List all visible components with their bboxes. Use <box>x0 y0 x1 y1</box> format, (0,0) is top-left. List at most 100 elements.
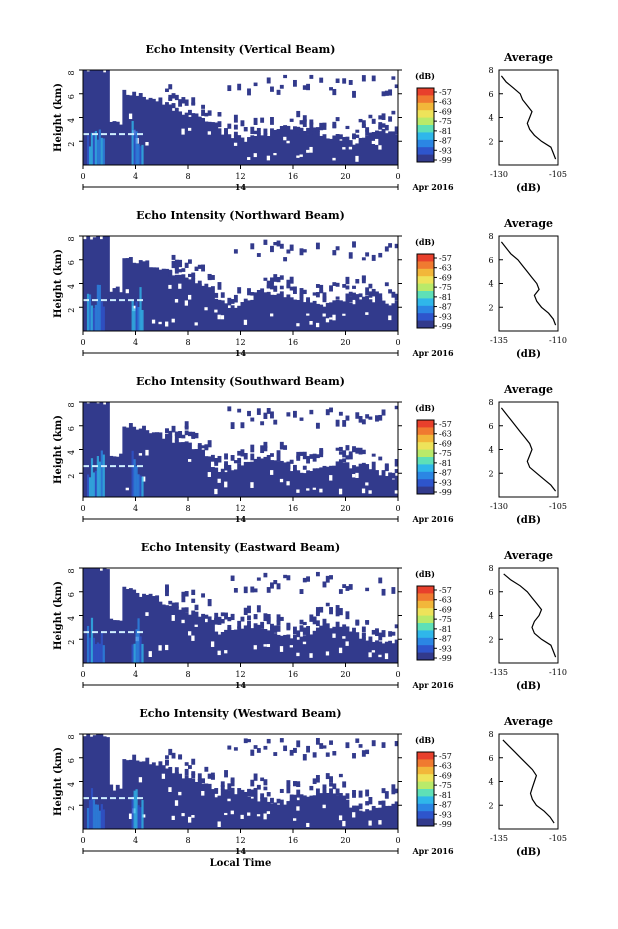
echo-column <box>293 799 297 829</box>
cloud-speckle <box>335 246 340 251</box>
echo-column <box>312 630 317 663</box>
echo-gap <box>240 814 245 819</box>
echo-column <box>270 294 274 331</box>
echo-speckle <box>214 618 219 625</box>
echo-column <box>220 134 225 165</box>
cloud-speckle <box>342 78 347 84</box>
echo-speckle <box>247 788 251 797</box>
echo-speckle <box>174 602 179 609</box>
echo-column <box>92 735 97 829</box>
cloud-speckle <box>273 419 278 425</box>
echo-speckle <box>358 118 363 123</box>
cloud-speckle <box>378 414 383 421</box>
cloud-speckle <box>306 745 311 753</box>
cloud-speckle <box>332 250 337 256</box>
echo-speckle <box>391 110 396 115</box>
echo-speckle <box>260 445 265 454</box>
echo-speckle <box>165 428 169 434</box>
echo-gap <box>191 635 196 641</box>
echo-speckle <box>375 628 379 634</box>
echo-speckle <box>165 588 169 597</box>
colorbar-label: -87 <box>439 635 452 644</box>
echo-column <box>165 605 169 663</box>
echo-speckle <box>319 606 324 613</box>
echo-speckle <box>371 118 376 124</box>
colorbar-label: -99 <box>439 488 452 497</box>
echo-column <box>158 269 163 331</box>
colorbar-swatch <box>417 88 434 96</box>
echo-speckle <box>309 126 314 135</box>
echo-speckle <box>332 282 337 286</box>
colorbar-label: -93 <box>439 478 452 487</box>
echo-column <box>253 458 258 497</box>
echo-speckle <box>207 440 212 448</box>
echo-core <box>133 790 136 829</box>
echo-column <box>128 95 133 165</box>
echo-column <box>299 794 304 829</box>
echo-gap <box>207 131 212 135</box>
echo-column <box>283 462 288 497</box>
echo-speckle <box>338 300 343 304</box>
x-tick-label: 20 <box>340 172 350 181</box>
echo-gap <box>158 321 163 325</box>
cloud-speckle <box>247 739 251 743</box>
echo-column <box>96 236 101 331</box>
echo-speckle <box>256 784 261 790</box>
echo-column <box>365 640 370 663</box>
echo-column <box>315 788 320 829</box>
echo-speckle <box>253 292 258 300</box>
cloud-speckle <box>270 411 274 419</box>
colorbar-label: -81 <box>439 127 452 136</box>
echo-speckle <box>378 641 383 650</box>
echo-column <box>194 781 199 829</box>
echo-gap <box>188 127 192 131</box>
echo-column <box>217 128 222 165</box>
echo-column <box>197 616 202 663</box>
echo-speckle <box>345 276 350 285</box>
average-x-tick-label: -135 <box>490 336 508 345</box>
echo-gap <box>365 482 370 486</box>
echo-column <box>132 262 137 331</box>
echo-speckle <box>322 784 327 788</box>
echo-gap <box>207 472 212 477</box>
echo-core <box>96 456 99 497</box>
echo-speckle <box>233 460 238 464</box>
echo-core <box>133 308 136 331</box>
echo-speckle <box>256 456 261 463</box>
cloud-speckle <box>342 420 347 427</box>
echo-speckle <box>371 629 376 635</box>
echo-core <box>133 129 136 165</box>
echo-column <box>240 792 245 829</box>
echo-column <box>338 303 343 331</box>
echo-column <box>361 462 366 497</box>
echo-column <box>142 261 146 331</box>
echo-column <box>273 633 278 663</box>
echo-speckle <box>174 767 179 775</box>
echo-column <box>348 140 353 165</box>
echo-gap <box>315 322 320 328</box>
echo-speckle <box>312 453 317 462</box>
echo-column <box>145 757 150 829</box>
echo-column <box>237 626 242 663</box>
echo-speckle <box>378 297 383 306</box>
echo-core <box>139 636 142 663</box>
echo-column <box>319 467 324 497</box>
echo-column <box>201 613 206 663</box>
colorbar-swatch <box>417 298 434 307</box>
echo-gap <box>378 145 383 150</box>
echo-speckle <box>250 292 255 296</box>
echo-speckle <box>243 298 248 307</box>
colorbar-swatch <box>417 102 434 111</box>
cloud-speckle <box>250 749 255 756</box>
echo-speckle <box>174 433 179 442</box>
echo-speckle <box>233 124 238 130</box>
echo-speckle <box>174 94 179 101</box>
echo-speckle <box>296 110 301 118</box>
echo-column <box>184 612 189 663</box>
cloud-speckle <box>322 581 327 588</box>
echo-column <box>181 114 186 165</box>
echo-gap <box>322 804 327 809</box>
echo-core <box>88 637 92 663</box>
cloud-speckle <box>309 409 314 415</box>
echo-core <box>98 643 101 663</box>
